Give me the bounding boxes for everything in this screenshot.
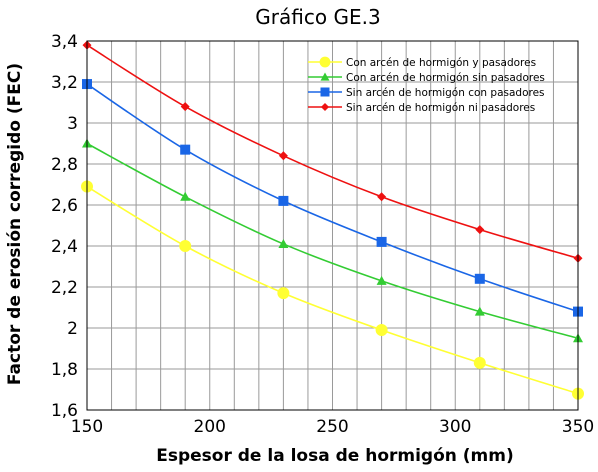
legend-marker <box>319 56 331 68</box>
legend-item: Sin arcén de hormigón ni pasadores <box>308 102 535 114</box>
data-point <box>180 144 191 155</box>
data-point <box>376 236 387 247</box>
legend-label: Con arcén de hormigón sin pasadores <box>346 72 545 84</box>
legend-item: Con arcén de hormigón sin pasadores <box>308 72 545 84</box>
data-point <box>180 102 190 112</box>
legend-item: Sin arcén de hormigón con pasadores <box>308 87 545 99</box>
x-tick-label: 250 <box>316 417 348 437</box>
y-tick-label: 2,2 <box>51 278 78 298</box>
data-point <box>474 273 485 284</box>
tick-labels: 1,6 1,8 2 2,2 2,4 2,6 2,8 3 3,2 3,4 150 200 250 300 35… <box>51 32 594 437</box>
y-tick-label: 3,2 <box>51 73 78 93</box>
chart-title: Gráfico GE.3 <box>255 5 380 29</box>
y-tick-label: 2,4 <box>51 237 78 257</box>
plot-area-frame <box>86 40 579 411</box>
data-point <box>179 240 192 252</box>
legend-marker <box>320 102 330 112</box>
y-tick-label: 2,8 <box>51 155 78 175</box>
data-point <box>376 275 387 285</box>
series-4 <box>82 40 583 263</box>
data-point <box>375 324 388 337</box>
legend-marker <box>320 87 330 97</box>
data-point <box>377 192 387 202</box>
legend: Con arcén de hormigón y pasadores Con arc… <box>308 56 545 114</box>
legend-item: Con arcén de hormigón y pasadores <box>308 56 536 69</box>
x-tick-label: 350 <box>562 417 594 437</box>
legend-label: Con arcén de hormigón y pasadores <box>346 57 536 69</box>
data-point <box>474 306 485 316</box>
y-tick-label: 1,6 <box>51 401 78 421</box>
legend-label: Sin arcén de hormigón ni pasadores <box>346 102 535 114</box>
y-tick-label: 1,8 <box>51 360 78 380</box>
series-line <box>86 44 579 260</box>
y-axis-title: Factor de erosión corregido (FEC) <box>5 63 25 385</box>
y-tick-label: 2,6 <box>51 196 78 216</box>
y-tick-label: 3,4 <box>51 32 78 52</box>
data-point <box>475 225 485 235</box>
x-axis-title: Espesor de la losa de hormigón (mm) <box>156 446 514 466</box>
series-line <box>86 142 579 340</box>
series-2 <box>82 138 583 343</box>
data-point <box>278 151 288 161</box>
legend-marker <box>320 72 330 81</box>
y-tick-label: 3 <box>67 114 78 134</box>
series-layer <box>81 40 584 400</box>
grid-lines <box>86 40 579 411</box>
series-line <box>86 185 579 395</box>
data-point <box>277 287 290 300</box>
y-tick-label: 2 <box>67 319 78 339</box>
data-point <box>473 356 486 369</box>
x-tick-label: 300 <box>439 417 471 437</box>
data-point <box>278 238 289 248</box>
series-line <box>86 83 579 313</box>
series-1 <box>81 180 584 400</box>
data-point <box>278 195 289 206</box>
data-point <box>180 191 191 201</box>
x-tick-label: 150 <box>71 417 103 437</box>
x-tick-label: 200 <box>194 417 226 437</box>
legend-label: Sin arcén de hormigón con pasadores <box>346 87 545 99</box>
